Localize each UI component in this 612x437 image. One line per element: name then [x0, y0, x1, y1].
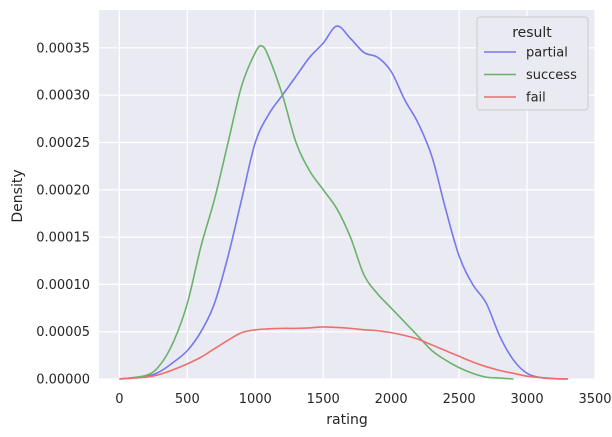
y-tick-label: 0.00025: [36, 136, 90, 151]
y-tick-label: 0.00020: [36, 183, 90, 198]
x-tick-label: 1000: [239, 392, 272, 407]
legend-label-partial: partial: [526, 46, 568, 61]
y-tick-label: 0.00005: [36, 325, 90, 340]
series-line-fail: [119, 326, 568, 380]
series-lines: [119, 25, 568, 380]
x-tick-label: 0: [115, 392, 123, 407]
x-tick-label: 3500: [578, 392, 611, 407]
x-tick-label: 2500: [443, 392, 476, 407]
x-axis-label: rating: [326, 412, 367, 428]
y-tick-label: 0.00010: [36, 278, 90, 293]
grid-lines: [99, 10, 596, 380]
x-tick-label: 500: [175, 392, 200, 407]
legend-box: [476, 16, 589, 111]
y-tick-label: 0.00035: [36, 41, 90, 56]
x-tick-label: 3000: [511, 392, 544, 407]
legend: result partial success fail: [476, 16, 589, 111]
y-tick-label: 0.00015: [36, 231, 90, 246]
y-tick-label: 0.00030: [36, 89, 90, 104]
y-axis-label: Density: [10, 169, 26, 222]
series-line-success: [119, 44, 514, 380]
legend-title: result: [512, 25, 552, 41]
legend-entries: partial success fail: [484, 46, 577, 106]
y-tick-labels: 0.00000 0.00005 0.00010 0.00015 0.00020 0.000…: [36, 41, 90, 387]
x-tick-label: 2000: [375, 392, 408, 407]
series-line-partial: [119, 25, 568, 380]
x-tick-labels: 0 500 1000 1500 2000 2500 3000 3500: [115, 392, 611, 407]
y-tick-label: 0.00000: [36, 373, 90, 388]
legend-label-success: success: [526, 68, 577, 83]
x-tick-label: 1500: [307, 392, 340, 407]
legend-label-fail: fail: [526, 91, 546, 106]
